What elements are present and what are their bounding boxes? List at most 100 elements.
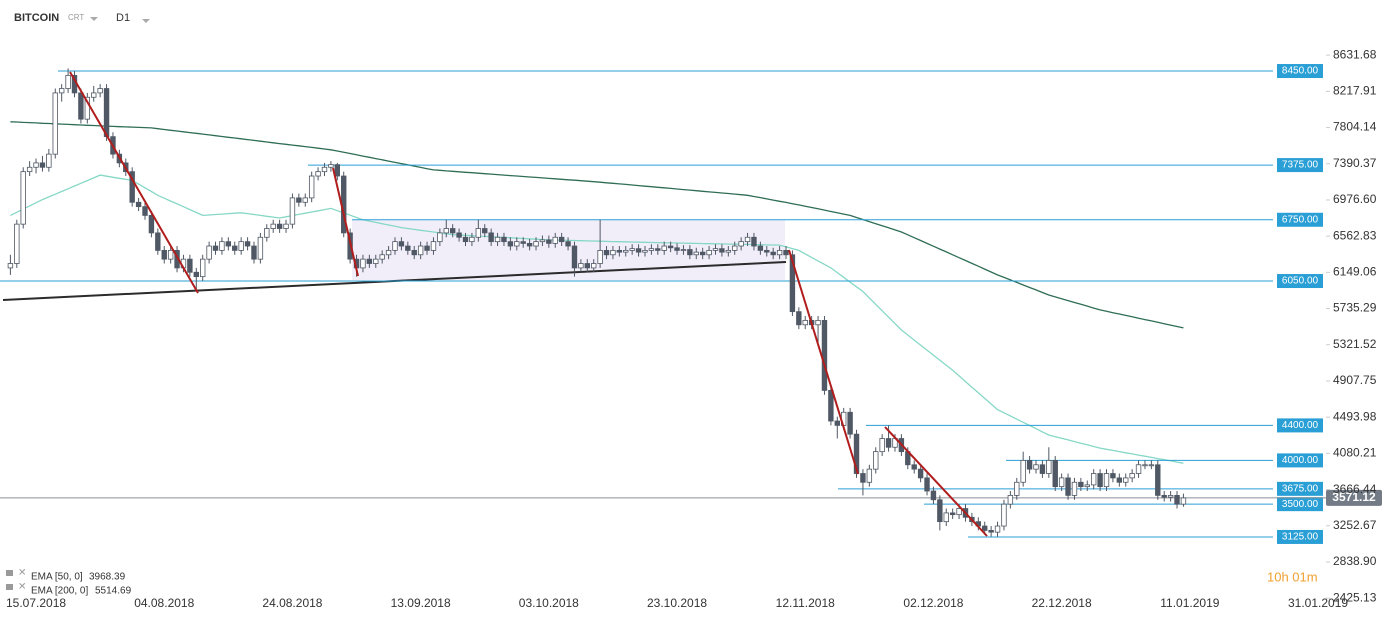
- candle-body: [97, 88, 103, 94]
- level-label-box: [1277, 64, 1323, 79]
- legend-remove[interactable]: ✕: [18, 582, 26, 593]
- level-label: 7375.00: [1282, 160, 1319, 171]
- candle-body: [533, 241, 539, 247]
- candle-body: [1014, 481, 1020, 496]
- y-tick-label: 2425.13: [1333, 590, 1377, 604]
- level-label: 4400.00: [1282, 420, 1319, 431]
- candle-body: [315, 171, 321, 177]
- dropdown-arrow[interactable]: [142, 19, 150, 23]
- candle-body: [366, 258, 373, 264]
- level-label: 3500.00: [1282, 499, 1319, 510]
- candle-body: [443, 228, 449, 234]
- candle-body: [78, 92, 84, 120]
- candle-body: [783, 249, 789, 256]
- candle-body: [699, 251, 706, 256]
- candle-body: [558, 236, 565, 243]
- candle-body: [39, 162, 46, 168]
- candle-body: [225, 241, 232, 247]
- y-tick-label: 4907.75: [1333, 373, 1377, 387]
- x-tick-label: 03.10.2018: [519, 596, 579, 610]
- candle-body: [437, 232, 443, 243]
- candle-body: [1065, 477, 1071, 496]
- candle-body: [674, 247, 680, 251]
- candle-body: [1001, 503, 1007, 527]
- candle-body: [494, 236, 501, 243]
- candle-body: [430, 241, 437, 251]
- x-tick-label: 15.07.2018: [6, 596, 66, 610]
- level-label-box: [1277, 481, 1323, 496]
- levels: 8450.00 7375.00 6750.00 6050.00 4400.00 4000.…: [0, 64, 1382, 544]
- candle-body: [815, 319, 821, 326]
- legend-value: 3968.39: [89, 572, 126, 583]
- candle-body: [1033, 464, 1039, 470]
- candle-body: [988, 530, 994, 533]
- candle-body: [1078, 481, 1084, 488]
- candle-body: [732, 245, 738, 251]
- trend-line: [884, 426, 988, 537]
- candle-body: [334, 164, 341, 177]
- candle-body: [706, 249, 712, 256]
- candle-body: [417, 245, 424, 256]
- candle-body: [1116, 477, 1123, 483]
- level-label-box: [1277, 529, 1323, 544]
- ema-line: [10, 121, 1184, 329]
- candle-body: [1039, 464, 1046, 474]
- candle-body: [764, 249, 770, 253]
- candle-body: [276, 223, 283, 229]
- candle-body: [943, 512, 949, 523]
- candle-body: [635, 248, 642, 253]
- candle-body: [796, 311, 802, 326]
- interval[interactable]: D1: [116, 12, 130, 24]
- candle-body: [135, 201, 142, 208]
- candle-body: [623, 249, 629, 253]
- legend-icon[interactable]: [6, 570, 13, 576]
- title: BITCOIN: [14, 12, 59, 24]
- candle-body: [616, 249, 623, 253]
- candle-body: [219, 241, 225, 251]
- candle-body: [373, 258, 379, 264]
- candle-body: [667, 245, 674, 249]
- candle-body: [655, 248, 661, 251]
- candle-body: [911, 464, 917, 470]
- candle-body: [853, 433, 860, 474]
- last-price-box: [1326, 489, 1382, 506]
- candle-body: [571, 245, 578, 269]
- candle-body: [744, 236, 751, 243]
- candle-body: [328, 164, 334, 168]
- candle-body: [251, 245, 257, 260]
- instrument-type[interactable]: CRT: [68, 13, 84, 22]
- candle-body: [46, 153, 52, 168]
- candle-body: [475, 228, 482, 238]
- level-label-box: [1277, 274, 1323, 289]
- y-tick-label: 4493.98: [1333, 409, 1377, 423]
- candle-body: [642, 249, 648, 253]
- trend-line: [788, 249, 859, 475]
- candle-body: [1090, 473, 1097, 486]
- dropdown-arrow[interactable]: [90, 17, 98, 21]
- x-tick-label: 22.12.2018: [1032, 596, 1092, 610]
- candle-body: [91, 92, 97, 98]
- legend-icon[interactable]: [6, 584, 13, 590]
- candle-body: [1103, 473, 1110, 488]
- candle-body: [482, 228, 488, 234]
- candle-body: [1174, 494, 1180, 505]
- candle-body: [1110, 473, 1116, 479]
- candle-body: [917, 468, 924, 479]
- candle-body: [603, 249, 610, 256]
- y-tick-label: 5735.29: [1333, 301, 1377, 315]
- candle-body: [860, 473, 866, 483]
- candle-body: [411, 249, 417, 256]
- candle-body: [462, 236, 469, 243]
- countdown: 10h 01m: [1267, 569, 1318, 584]
- candle-body: [52, 92, 58, 155]
- legend-remove[interactable]: ✕: [18, 568, 26, 579]
- level-label: 6750.00: [1282, 214, 1319, 225]
- candle-body: [238, 241, 244, 251]
- candle-body: [392, 241, 398, 251]
- candle-body: [1135, 464, 1142, 474]
- candle-body: [680, 249, 687, 251]
- candle-body: [949, 512, 956, 516]
- candle-body: [751, 236, 757, 247]
- x-tick-label: 02.12.2018: [903, 596, 963, 610]
